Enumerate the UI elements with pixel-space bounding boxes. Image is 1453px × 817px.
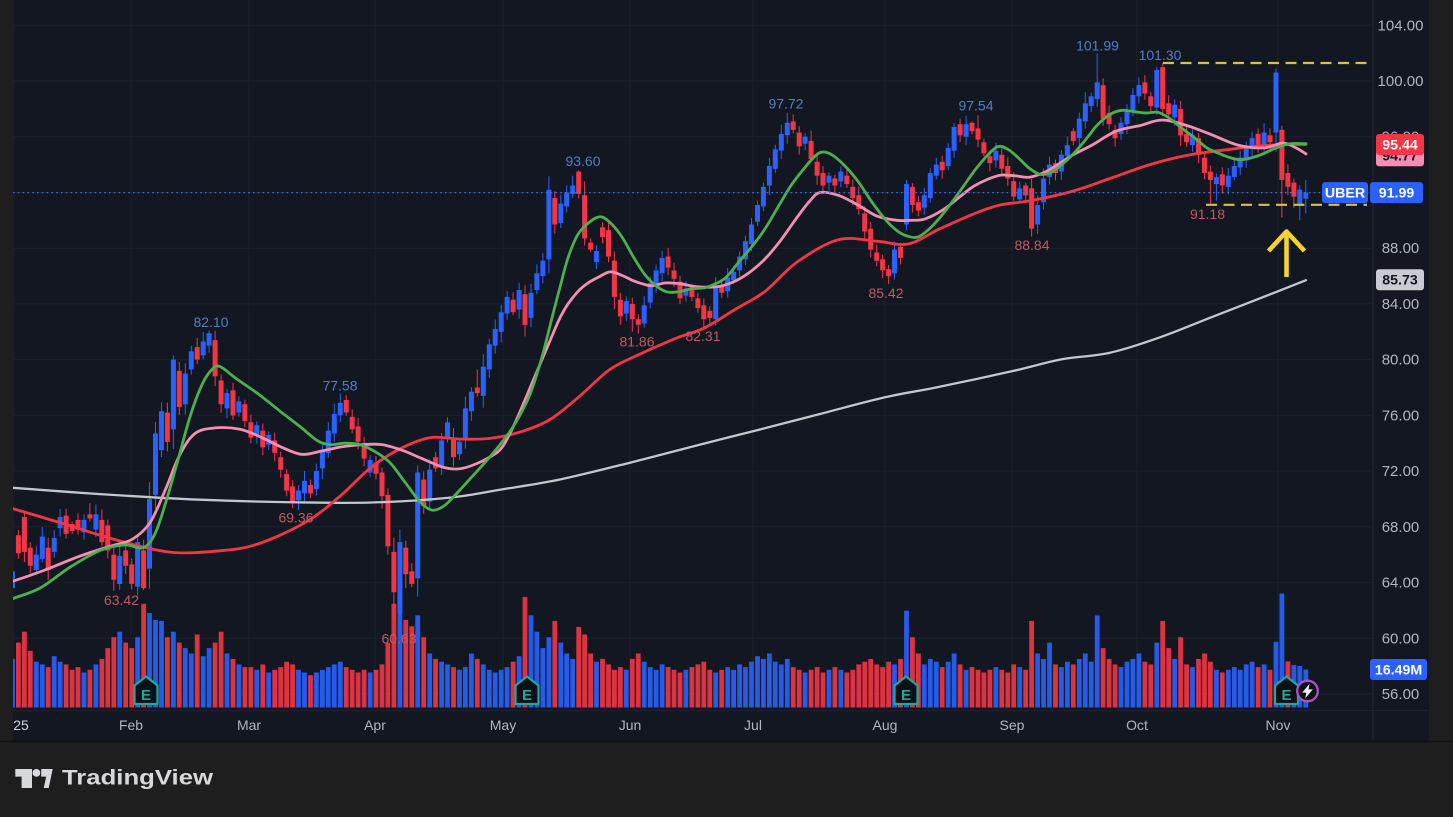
svg-text:101.99: 101.99 bbox=[1076, 38, 1119, 54]
svg-text:TradingView: TradingView bbox=[62, 766, 213, 790]
svg-text:100.00: 100.00 bbox=[1378, 73, 1424, 90]
svg-text:E: E bbox=[141, 687, 151, 704]
svg-text:Jun: Jun bbox=[619, 717, 642, 733]
svg-text:88.84: 88.84 bbox=[1014, 237, 1049, 253]
svg-text:E: E bbox=[901, 687, 911, 704]
svg-text:56.00: 56.00 bbox=[1382, 686, 1420, 703]
svg-text:Jul: Jul bbox=[744, 717, 762, 733]
svg-text:82.31: 82.31 bbox=[685, 328, 720, 344]
svg-text:25: 25 bbox=[13, 717, 29, 733]
svg-text:85.42: 85.42 bbox=[868, 285, 903, 301]
svg-text:91.18: 91.18 bbox=[1190, 206, 1225, 222]
svg-text:64.00: 64.00 bbox=[1382, 575, 1420, 592]
svg-text:104.00: 104.00 bbox=[1378, 17, 1424, 34]
svg-text:72.00: 72.00 bbox=[1382, 463, 1420, 480]
svg-text:Nov: Nov bbox=[1266, 717, 1291, 733]
svg-text:101.30: 101.30 bbox=[1139, 47, 1182, 63]
svg-text:88.00: 88.00 bbox=[1382, 240, 1420, 257]
svg-text:85.73: 85.73 bbox=[1382, 273, 1418, 289]
svg-text:Aug: Aug bbox=[873, 717, 898, 733]
svg-text:E: E bbox=[522, 687, 532, 704]
svg-text:97.72: 97.72 bbox=[768, 96, 803, 112]
svg-text:Feb: Feb bbox=[119, 717, 143, 733]
svg-text:76.00: 76.00 bbox=[1382, 407, 1420, 424]
svg-text:63.42: 63.42 bbox=[104, 592, 139, 608]
svg-text:68.00: 68.00 bbox=[1382, 519, 1420, 536]
svg-text:Sep: Sep bbox=[1000, 717, 1025, 733]
svg-text:Apr: Apr bbox=[364, 717, 386, 733]
svg-text:Oct: Oct bbox=[1126, 717, 1148, 733]
svg-text:May: May bbox=[490, 717, 516, 733]
svg-text:Mar: Mar bbox=[237, 717, 261, 733]
svg-text:97.54: 97.54 bbox=[958, 98, 993, 114]
svg-text:69.36: 69.36 bbox=[278, 510, 313, 526]
svg-text:16.49M: 16.49M bbox=[1375, 662, 1422, 678]
svg-text:81.86: 81.86 bbox=[619, 334, 654, 350]
svg-text:77.58: 77.58 bbox=[322, 378, 357, 394]
svg-text:93.60: 93.60 bbox=[565, 153, 600, 169]
svg-text:60.63: 60.63 bbox=[381, 631, 416, 647]
svg-text:82.10: 82.10 bbox=[193, 314, 228, 330]
svg-text:84.00: 84.00 bbox=[1382, 296, 1420, 313]
svg-text:80.00: 80.00 bbox=[1382, 352, 1420, 369]
svg-text:91.99: 91.99 bbox=[1379, 185, 1415, 201]
svg-text:UBER: UBER bbox=[1325, 185, 1365, 201]
svg-text:95.44: 95.44 bbox=[1382, 137, 1418, 153]
svg-text:E: E bbox=[1281, 687, 1291, 704]
svg-text:60.00: 60.00 bbox=[1382, 630, 1420, 647]
